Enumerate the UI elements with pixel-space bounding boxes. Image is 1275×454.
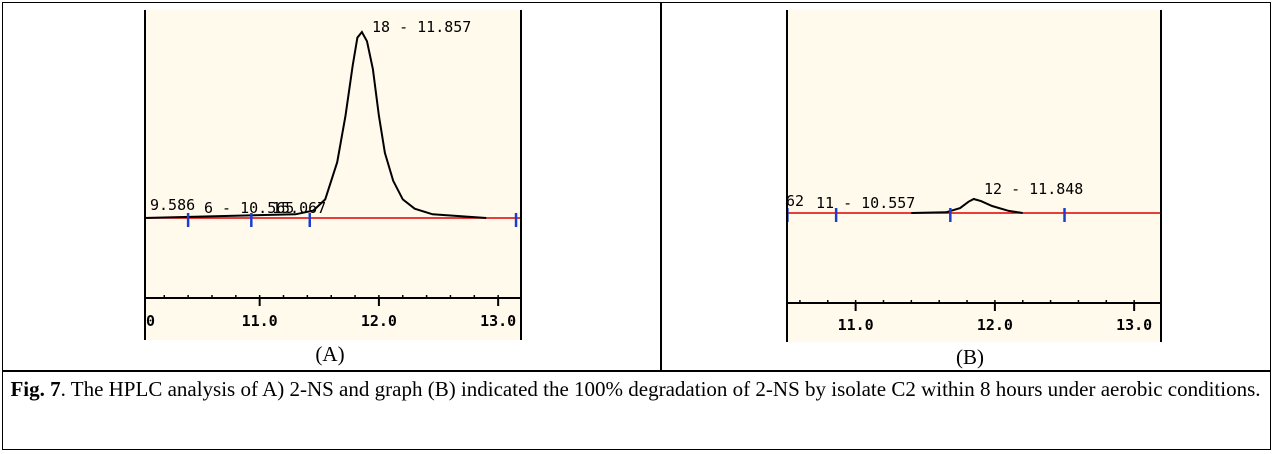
caption-divider xyxy=(3,370,1270,372)
panel-label-a: (A) xyxy=(315,342,345,366)
x-tick-label-b: 12.0 xyxy=(977,316,1013,334)
peak-label-a: 15.067 xyxy=(272,199,326,217)
panel-divider xyxy=(660,3,662,370)
caption-text: . The HPLC analysis of A) 2-NS and graph… xyxy=(60,377,1261,401)
x-tick-label-a: 11.0 xyxy=(242,312,278,330)
x-tick-label-b: 11.0 xyxy=(838,316,874,334)
chromatogram-b: 11.0 12.0 13.0 12 - 11.848 11 - 10.557 62 xyxy=(786,10,1162,342)
peak-label-a: 18 - 11.857 xyxy=(372,18,471,36)
peak-label-a: 6 - 10.565 xyxy=(204,199,294,217)
peak-label-a: 9.586 xyxy=(150,196,195,214)
panel-label-b: (B) xyxy=(956,345,984,369)
peak-label-b: 11 - 10.557 xyxy=(816,194,915,212)
x-tick-label-a: 13.0 xyxy=(480,312,516,330)
trace-a xyxy=(144,30,487,219)
x-tick-label-a: 0 xyxy=(146,312,155,330)
x-tick-label-a: 12.0 xyxy=(361,312,397,330)
caption-fig-label: Fig. 7 xyxy=(10,377,61,401)
x-tick-label-b: 13.0 xyxy=(1116,316,1152,334)
peak-label-b: 12 - 11.848 xyxy=(984,180,1083,198)
figure-caption: Fig. 7. The HPLC analysis of A) 2-NS and… xyxy=(8,374,1263,404)
peak-label-b: 62 xyxy=(786,192,804,210)
chromatogram-a: 0 11.0 12.0 13.0 18 - 11.857 9.586 6 - 10.565… xyxy=(144,10,522,340)
plot-area-b xyxy=(786,10,1162,342)
